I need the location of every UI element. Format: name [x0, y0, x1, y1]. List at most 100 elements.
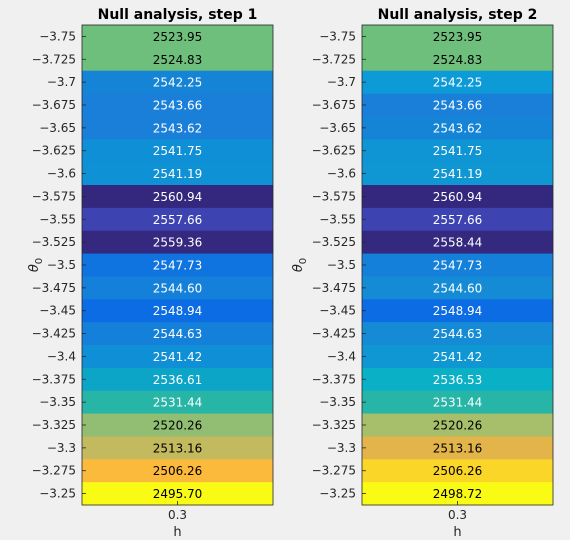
- heatmap-cell: [82, 253, 273, 277]
- cell-value-label: 2542.25: [433, 76, 483, 90]
- heatmap-cell: [82, 367, 273, 392]
- y-tick-label: −3.475: [312, 281, 356, 295]
- y-tick-label: −3.675: [312, 98, 356, 112]
- heatmap-cell: [82, 299, 273, 323]
- heatmap-cell: [362, 70, 553, 94]
- cell-value-label: 2558.44: [433, 236, 483, 250]
- x-tick-label: 0.3: [448, 508, 467, 522]
- y-tick-label: −3.35: [39, 395, 76, 409]
- heatmap-cell: [362, 413, 553, 437]
- x-tick-label: 0.3: [168, 508, 187, 522]
- y-tick-label: −3.7: [47, 75, 76, 89]
- cell-value-label: 2547.73: [153, 259, 203, 273]
- heatmap-cell: [82, 70, 273, 94]
- y-axis-label: θ0: [291, 258, 309, 272]
- heatmap-cell: [362, 482, 553, 506]
- y-tick-label: −3.25: [39, 487, 76, 501]
- heatmap-cell: [82, 390, 273, 414]
- cell-value-label: 2557.66: [153, 213, 203, 227]
- cell-value-label: 2543.66: [153, 99, 203, 113]
- y-tick-label: −3.625: [32, 144, 76, 158]
- heatmap-panel-1: Null analysis, step 1 2523.95 2524.83 2542.…: [27, 7, 274, 540]
- heatmap-cell: [82, 322, 273, 346]
- heatmap-cell: [82, 25, 273, 49]
- heatmap-cell: [82, 93, 273, 117]
- y-tick-label: −3.575: [312, 189, 356, 203]
- heatmap-cell: [82, 230, 273, 254]
- cell-value-label: 2523.95: [153, 30, 203, 44]
- heatmap-cell: [362, 230, 553, 254]
- y-tick-label: −3.55: [319, 212, 356, 226]
- chart-title: Null analysis, step 1: [98, 7, 258, 23]
- cell-value-label: 2544.63: [153, 327, 203, 341]
- heatmap-cell: [362, 116, 553, 140]
- heatmap-cell: [362, 299, 553, 323]
- cell-value-label: 2544.60: [433, 281, 483, 295]
- y-tick-label: −3.725: [312, 52, 356, 66]
- y-axis-label: θ0: [27, 258, 45, 272]
- heatmap-cell: [82, 185, 273, 209]
- heatmap-cell: [82, 459, 273, 483]
- cell-value-label: 2548.94: [433, 304, 483, 318]
- cell-value-label: 2559.36: [153, 236, 203, 250]
- heatmap-cell: [82, 276, 273, 300]
- cell-value-label: 2531.44: [433, 396, 483, 410]
- heatmap-cell: [362, 367, 553, 392]
- cell-value-label: 2548.94: [153, 304, 203, 318]
- heatmap-cell: [82, 162, 273, 186]
- y-tick-label: −3.325: [312, 418, 356, 432]
- cell-value-label: 2524.83: [433, 53, 483, 67]
- cell-value-label: 2560.94: [153, 190, 203, 204]
- heatmap-cell: [362, 162, 553, 186]
- cell-value-label: 2541.75: [153, 144, 203, 158]
- y-tick-label: −3.45: [39, 304, 76, 318]
- cell-value-label: 2520.26: [433, 419, 483, 433]
- y-tick-label: −3.75: [39, 29, 76, 43]
- y-tick-label: −3.3: [327, 441, 356, 455]
- y-tick-label: −3.55: [39, 212, 76, 226]
- cell-value-label: 2541.19: [433, 167, 483, 181]
- y-tick-label: −3.4: [47, 349, 76, 363]
- heatmap-cell: [362, 322, 553, 346]
- y-tick-label: −3.6: [327, 167, 356, 181]
- y-tick-label: −3.425: [312, 327, 356, 341]
- cell-value-label: 2560.94: [433, 190, 483, 204]
- y-tick-label: −3.65: [39, 121, 76, 135]
- y-axis-label-subscript: 0: [298, 258, 309, 264]
- cell-value-label: 2541.75: [433, 144, 483, 158]
- y-axis-label-symbol: θ: [291, 264, 306, 272]
- heatmap-cell: [82, 139, 273, 163]
- x-axis-label: h: [173, 525, 181, 540]
- cell-value-label: 2513.16: [153, 441, 203, 455]
- cell-value-label: 2541.42: [433, 350, 483, 364]
- heatmap-cell: [362, 185, 553, 209]
- cell-value-label: 2498.72: [433, 487, 483, 501]
- heatmap-cell: [362, 436, 553, 460]
- y-tick-label: −3.275: [312, 464, 356, 478]
- y-tick-label: −3.525: [312, 235, 356, 249]
- y-tick-label: −3.5: [327, 258, 356, 272]
- y-tick-label: −3.75: [319, 29, 356, 43]
- heatmap-cell: [362, 207, 553, 232]
- y-tick-label: −3.5: [47, 258, 76, 272]
- cell-value-label: 2544.63: [433, 327, 483, 341]
- cell-value-label: 2495.70: [153, 487, 203, 501]
- heatmap-cell: [362, 93, 553, 117]
- y-tick-label: −3.375: [32, 372, 76, 386]
- x-axis-label: h: [453, 525, 461, 540]
- cell-value-label: 2506.26: [153, 464, 203, 478]
- heatmap-cell: [82, 345, 273, 369]
- cell-value-label: 2543.62: [153, 121, 203, 135]
- cell-value-label: 2513.16: [433, 441, 483, 455]
- heatmap-cell: [82, 482, 273, 506]
- y-tick-label: −3.375: [312, 372, 356, 386]
- y-axis-label-subscript: 0: [34, 258, 45, 264]
- y-tick-label: −3.675: [32, 98, 76, 112]
- cell-value-label: 2543.66: [433, 99, 483, 113]
- heatmap-cell: [82, 413, 273, 437]
- y-tick-label: −3.6: [47, 167, 76, 181]
- heatmap-cell: [82, 207, 273, 232]
- y-tick-label: −3.65: [319, 121, 356, 135]
